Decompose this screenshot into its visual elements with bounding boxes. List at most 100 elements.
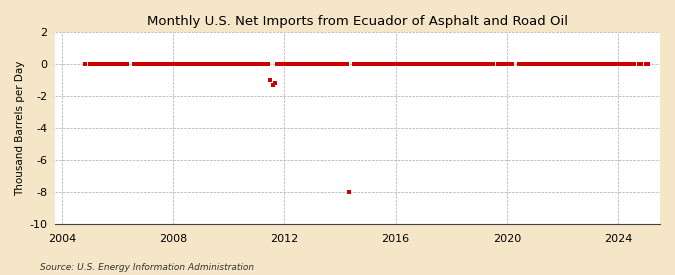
Point — [256, 62, 267, 66]
Point — [327, 62, 338, 66]
Point — [228, 62, 239, 66]
Point — [279, 62, 290, 66]
Point — [615, 62, 626, 66]
Point — [608, 62, 619, 66]
Point — [196, 62, 207, 66]
Point — [383, 62, 394, 66]
Point — [360, 62, 371, 66]
Point — [267, 83, 278, 87]
Point — [246, 62, 257, 66]
Point — [643, 62, 653, 66]
Point — [353, 62, 364, 66]
Point — [601, 62, 612, 66]
Point — [156, 62, 167, 66]
Point — [232, 62, 243, 66]
Point — [636, 62, 647, 66]
Point — [306, 62, 317, 66]
Point — [110, 62, 121, 66]
Point — [131, 62, 142, 66]
Point — [641, 62, 651, 66]
Point — [84, 62, 95, 66]
Point — [335, 62, 346, 66]
Point — [402, 62, 412, 66]
Point — [379, 62, 389, 66]
Point — [485, 62, 496, 66]
Point — [476, 62, 487, 66]
Y-axis label: Thousand Barrels per Day: Thousand Barrels per Day — [15, 60, 25, 196]
Point — [128, 62, 139, 66]
Point — [80, 62, 90, 66]
Point — [585, 62, 596, 66]
Point — [348, 62, 359, 66]
Point — [462, 62, 473, 66]
Point — [205, 62, 215, 66]
Point — [599, 62, 610, 66]
Point — [374, 62, 385, 66]
Point — [184, 62, 194, 66]
Point — [469, 62, 480, 66]
Point — [472, 62, 483, 66]
Point — [583, 62, 593, 66]
Point — [416, 62, 427, 66]
Point — [578, 62, 589, 66]
Point — [151, 62, 162, 66]
Point — [479, 62, 489, 66]
Point — [562, 62, 573, 66]
Point — [291, 62, 302, 66]
Point — [298, 62, 308, 66]
Point — [613, 62, 624, 66]
Point — [188, 62, 199, 66]
Point — [270, 81, 281, 86]
Point — [377, 62, 387, 66]
Point — [200, 62, 211, 66]
Point — [400, 62, 410, 66]
Point — [618, 62, 628, 66]
Point — [495, 62, 506, 66]
Point — [258, 62, 269, 66]
Point — [557, 62, 568, 66]
Point — [107, 62, 118, 66]
Point — [221, 62, 232, 66]
Point — [611, 62, 622, 66]
Point — [587, 62, 598, 66]
Point — [167, 62, 178, 66]
Point — [261, 62, 271, 66]
Point — [532, 62, 543, 66]
Point — [237, 62, 248, 66]
Point — [580, 62, 591, 66]
Point — [114, 62, 125, 66]
Point — [537, 62, 547, 66]
Point — [263, 62, 273, 66]
Point — [154, 62, 165, 66]
Text: Source: U.S. Energy Information Administration: Source: U.S. Energy Information Administ… — [40, 263, 254, 272]
Point — [474, 62, 485, 66]
Point — [159, 62, 169, 66]
Point — [91, 62, 102, 66]
Point — [358, 62, 369, 66]
Point — [464, 62, 475, 66]
Point — [555, 62, 566, 66]
Point — [133, 62, 144, 66]
Point — [149, 62, 160, 66]
Point — [606, 62, 617, 66]
Point — [395, 62, 406, 66]
Point — [101, 62, 111, 66]
Point — [284, 62, 294, 66]
Point — [323, 62, 333, 66]
Point — [497, 62, 508, 66]
Point — [217, 62, 227, 66]
Point — [522, 62, 533, 66]
Point — [165, 62, 176, 66]
Point — [138, 62, 148, 66]
Point — [172, 62, 183, 66]
Point — [342, 62, 352, 66]
Point — [170, 62, 181, 66]
Point — [312, 62, 323, 66]
Point — [460, 62, 470, 66]
Point — [351, 62, 362, 66]
Title: Monthly U.S. Net Imports from Ecuador of Asphalt and Road Oil: Monthly U.S. Net Imports from Ecuador of… — [147, 15, 568, 28]
Point — [223, 62, 234, 66]
Point — [330, 62, 341, 66]
Point — [319, 62, 329, 66]
Point — [337, 62, 348, 66]
